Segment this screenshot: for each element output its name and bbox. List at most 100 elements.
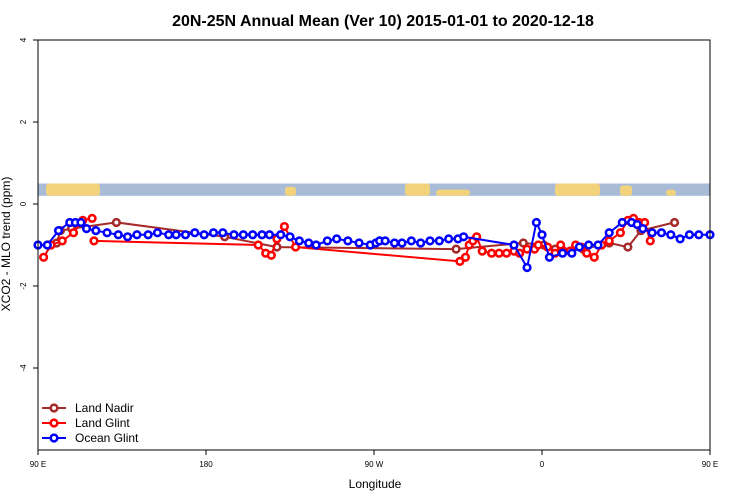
map-land xyxy=(46,183,100,196)
data-point xyxy=(501,248,512,258)
y-axis-label: XCO2 - MLO trend (ppm) xyxy=(0,177,13,312)
legend-label: Ocean Glint xyxy=(75,431,139,445)
data-point xyxy=(152,228,163,238)
x-tick-label: 180 xyxy=(199,460,213,469)
data-point xyxy=(122,232,133,242)
data-point xyxy=(279,221,290,232)
map-land xyxy=(620,185,632,196)
data-point xyxy=(111,217,121,228)
data-point xyxy=(604,228,614,238)
data-point xyxy=(389,238,400,248)
data-point xyxy=(354,238,364,248)
map-ocean xyxy=(38,183,710,196)
data-point xyxy=(645,236,655,246)
data-point xyxy=(406,236,416,246)
data-point xyxy=(257,230,267,240)
data-point xyxy=(617,217,627,228)
data-point xyxy=(276,230,286,240)
data-point xyxy=(87,213,97,223)
data-point xyxy=(518,238,528,248)
data-point xyxy=(531,217,542,228)
data-point xyxy=(229,230,239,240)
data-point xyxy=(557,248,568,258)
data-point xyxy=(451,244,461,254)
data-point xyxy=(322,236,332,246)
legend-item: Ocean Glint xyxy=(42,431,139,445)
data-point xyxy=(38,252,49,262)
data-point xyxy=(53,226,64,236)
map-land xyxy=(405,183,430,196)
data-point xyxy=(522,262,532,273)
data-point xyxy=(632,219,642,230)
data-point xyxy=(638,224,648,234)
data-point xyxy=(656,228,667,238)
data-point xyxy=(266,250,276,260)
data-point xyxy=(132,230,142,240)
data-point xyxy=(477,246,487,256)
data-point xyxy=(113,230,123,240)
y-tick-label: 0 xyxy=(19,201,28,206)
x-axis-label: Longitude xyxy=(349,477,402,491)
data-point xyxy=(684,230,695,240)
legend-item: Land Nadir xyxy=(42,401,134,415)
data-point xyxy=(89,236,99,246)
data-point xyxy=(556,240,566,250)
data-point xyxy=(694,230,704,240)
data-point xyxy=(522,244,532,254)
data-point xyxy=(589,252,599,262)
x-tick-label: 90 E xyxy=(30,460,46,469)
data-point xyxy=(455,256,465,267)
data-point xyxy=(623,242,633,252)
legend-marker xyxy=(49,433,59,443)
data-point xyxy=(544,252,555,262)
data-point xyxy=(669,217,680,228)
data-point xyxy=(91,226,101,236)
data-point xyxy=(285,232,295,242)
data-point xyxy=(604,236,614,246)
chart-title: 20N-25N Annual Mean (Ver 10) 2015-01-01 … xyxy=(172,13,594,30)
x-tick-label: 0 xyxy=(540,460,545,469)
data-point xyxy=(164,230,174,240)
data-point xyxy=(311,240,321,250)
data-point xyxy=(582,248,592,258)
data-point xyxy=(238,230,248,240)
data-point xyxy=(190,228,200,238)
data-point xyxy=(593,240,603,250)
data-point xyxy=(332,234,342,244)
legend-label: Land Nadir xyxy=(75,401,134,415)
data-point xyxy=(494,248,504,258)
data-point xyxy=(76,217,86,228)
series-line xyxy=(48,221,675,251)
world-map-band xyxy=(38,183,710,196)
data-point xyxy=(666,230,676,240)
data-point xyxy=(180,230,191,240)
series-ocean-glint xyxy=(33,217,715,273)
data-point xyxy=(574,242,584,252)
data-point xyxy=(380,236,390,246)
data-point xyxy=(459,232,469,242)
data-point xyxy=(291,242,301,252)
y-tick-label: 4 xyxy=(19,37,28,42)
data-point xyxy=(208,228,219,238)
data-point xyxy=(444,234,454,244)
y-tick-label: 2 xyxy=(19,119,28,124)
y-tick-label: -2 xyxy=(19,282,28,290)
map-land xyxy=(666,189,676,196)
data-point xyxy=(253,240,263,250)
legend-marker xyxy=(49,418,59,428)
x-axis: 90 E 180 90 W 0 90 E xyxy=(30,450,718,469)
data-point xyxy=(533,240,543,250)
data-point xyxy=(343,236,353,246)
legend-marker xyxy=(49,403,59,413)
data-point xyxy=(218,228,228,238)
data-point xyxy=(425,236,435,246)
x-tick-label: 90 W xyxy=(365,460,384,469)
x-tick-label: 90 E xyxy=(702,460,718,469)
data-point xyxy=(567,248,577,258)
data-point xyxy=(304,238,314,248)
data-point xyxy=(434,236,444,246)
y-axis: -4 -2 0 2 4 xyxy=(19,37,38,372)
data-point xyxy=(416,238,426,248)
data-point xyxy=(248,230,258,240)
